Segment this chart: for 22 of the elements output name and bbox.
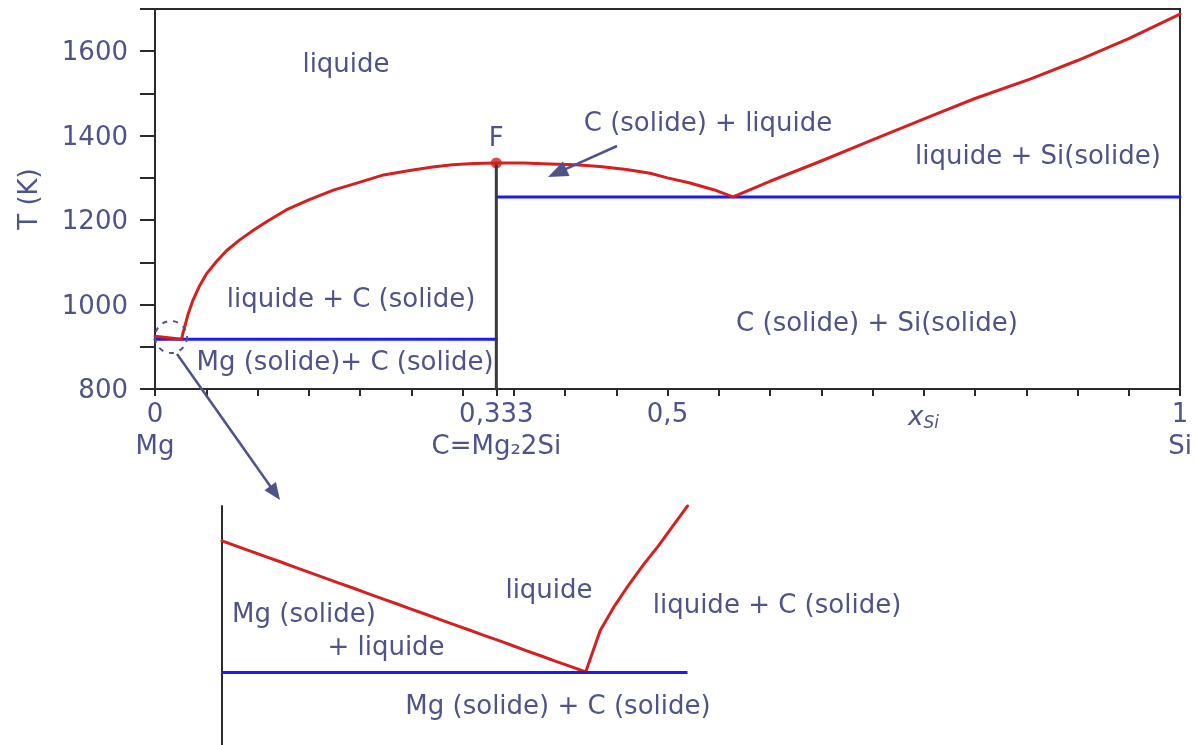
annotation: + liquide <box>327 631 445 661</box>
annotation: F <box>488 122 504 153</box>
y-tick-label: 1200 <box>61 205 128 236</box>
x-tick-label: 0,5 <box>646 398 689 428</box>
annotation: liquide + C (solide) <box>652 589 902 619</box>
text: Mg (solide) + C (solide) <box>405 690 711 720</box>
y-tick-label: 1000 <box>61 289 128 320</box>
x-tick-label: 0,333 C=Mg₂2Si <box>431 398 562 460</box>
y-axis-title: T (K) <box>13 168 43 231</box>
x-tick-label: 1 Si <box>1168 398 1192 460</box>
annotation: liquide + Si(solide) <box>915 140 1161 170</box>
annotation: liquide + C (solide) <box>226 283 476 313</box>
x-tick-label: 0 Mg <box>135 398 175 460</box>
annotation: Mg (solide) <box>232 598 376 628</box>
y-tick-label: 800 <box>78 374 128 404</box>
y-tick-label: 1600 <box>61 36 128 67</box>
annotation: liquide <box>302 48 390 78</box>
annotation: Mg (solide)+ C (solide) <box>196 346 494 376</box>
annotation: C (solide) + Si(solide) <box>736 307 1018 337</box>
y-tick-label: 1400 <box>61 120 128 151</box>
annotation: liquide <box>505 574 593 604</box>
annotation: C (solide) + liquide <box>583 107 833 137</box>
